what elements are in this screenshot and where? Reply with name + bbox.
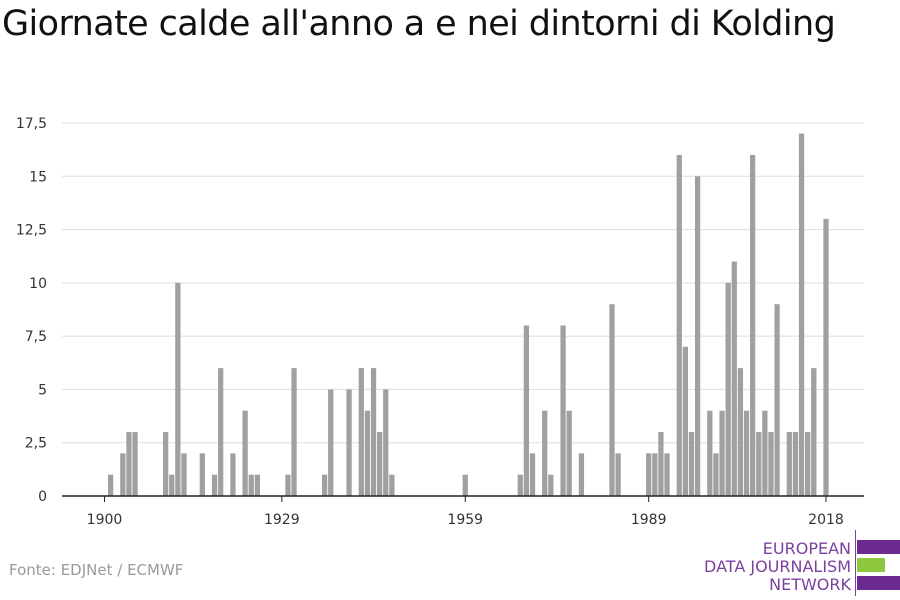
bar-1911 bbox=[169, 474, 175, 496]
logo-bar-purple-top bbox=[857, 540, 900, 554]
bar-1930 bbox=[285, 474, 291, 496]
source-note: Fonte: EDJNet / ECMWF bbox=[9, 561, 184, 579]
x-tick-label: 1989 bbox=[631, 512, 667, 528]
bar-2009 bbox=[768, 432, 774, 496]
bar-1978 bbox=[578, 453, 585, 496]
bar-2014 bbox=[798, 133, 805, 496]
bar-1910 bbox=[163, 432, 169, 496]
bar-1924 bbox=[248, 474, 254, 496]
bar-1943 bbox=[364, 410, 371, 496]
x-tick-label: 2018 bbox=[808, 512, 844, 528]
bar-2018 bbox=[823, 218, 829, 496]
bar-1959 bbox=[462, 474, 468, 496]
bar-1995 bbox=[682, 346, 688, 496]
bar-2016 bbox=[811, 368, 817, 496]
bar-1947 bbox=[389, 474, 395, 496]
bar-1976 bbox=[566, 410, 572, 496]
bar-1996 bbox=[688, 432, 695, 496]
bar-2001 bbox=[719, 410, 725, 496]
logo-rule bbox=[855, 530, 856, 596]
bar-2000 bbox=[713, 453, 719, 496]
bar-1991 bbox=[658, 432, 664, 496]
bar-1913 bbox=[181, 453, 187, 496]
y-tick-label: 2,5 bbox=[25, 436, 47, 452]
x-axis bbox=[62, 495, 864, 502]
bar-2005 bbox=[743, 410, 750, 496]
bar-1901 bbox=[107, 474, 114, 496]
bar-1919 bbox=[218, 368, 224, 496]
grid-lines bbox=[62, 122, 864, 444]
bar-1969 bbox=[523, 325, 530, 496]
logo-text-line-3: NETWORK bbox=[769, 575, 851, 594]
y-tick-label: 0 bbox=[38, 489, 47, 505]
bar-1945 bbox=[377, 432, 383, 496]
y-tick-label: 12,5 bbox=[16, 223, 47, 239]
bar-2012 bbox=[786, 432, 792, 496]
bar-1936 bbox=[321, 474, 328, 496]
bar-1992 bbox=[664, 453, 670, 496]
bar-1990 bbox=[652, 453, 658, 496]
logo-text-line-2: DATA JOURNALISM bbox=[704, 557, 851, 576]
bar-1937 bbox=[328, 389, 334, 496]
bar-2004 bbox=[737, 368, 744, 496]
bar-1923 bbox=[242, 410, 248, 496]
bar-1925 bbox=[254, 474, 260, 496]
x-tick-label: 1929 bbox=[264, 512, 300, 528]
y-tick-label: 17,5 bbox=[16, 116, 47, 132]
bar-1994 bbox=[676, 154, 682, 496]
bar-1940 bbox=[346, 389, 352, 496]
y-tick-label: 5 bbox=[38, 382, 47, 398]
bar-1944 bbox=[370, 368, 377, 496]
bar-1975 bbox=[560, 325, 566, 496]
bar-1946 bbox=[383, 389, 389, 496]
logo-text-line-1: EUROPEAN bbox=[762, 539, 851, 558]
x-tick-label: 1959 bbox=[447, 512, 483, 528]
bar-2015 bbox=[805, 432, 811, 496]
bar-2007 bbox=[756, 432, 762, 496]
x-tick-label: 1900 bbox=[87, 512, 123, 528]
bar-2003 bbox=[731, 261, 737, 496]
bar-1972 bbox=[542, 410, 548, 496]
bar-1905 bbox=[132, 432, 138, 496]
bar-1916 bbox=[199, 453, 205, 496]
bar-1918 bbox=[211, 474, 218, 496]
y-tick-label: 10 bbox=[29, 276, 47, 292]
chart-title: Giornate calde all'anno a e nei dintorni… bbox=[2, 4, 836, 44]
bar-1942 bbox=[358, 368, 364, 496]
bar-1970 bbox=[529, 453, 536, 496]
bar-1983 bbox=[609, 304, 615, 496]
bar-1999 bbox=[707, 410, 713, 496]
bar-1921 bbox=[230, 453, 236, 496]
bar-2002 bbox=[725, 282, 731, 496]
bar-1968 bbox=[517, 474, 523, 496]
bar-2010 bbox=[774, 304, 780, 496]
y-axis-tick-labels: 0 2,5 5 7,5 10 12,5 15 17,5 bbox=[16, 116, 47, 505]
bars bbox=[107, 133, 829, 497]
logo-bar-green bbox=[857, 558, 885, 572]
x-axis-tick-labels: 1900 1929 1959 1989 2018 bbox=[87, 512, 844, 528]
y-tick-label: 15 bbox=[29, 169, 47, 185]
logo-bar-purple-bottom bbox=[857, 576, 900, 590]
bar-1931 bbox=[291, 368, 297, 496]
bar-1997 bbox=[694, 176, 701, 497]
bar-1989 bbox=[646, 453, 652, 496]
bar-1984 bbox=[615, 453, 621, 496]
bar-1912 bbox=[175, 282, 181, 496]
bar-2013 bbox=[792, 432, 799, 496]
edjnet-logo: EUROPEAN DATA JOURNALISM NETWORK bbox=[700, 530, 900, 596]
bar-1904 bbox=[126, 432, 132, 496]
bar-2008 bbox=[762, 410, 768, 496]
bar-1973 bbox=[548, 474, 554, 496]
bar-1903 bbox=[120, 453, 126, 496]
y-tick-label: 7,5 bbox=[25, 329, 47, 345]
bar-2006 bbox=[750, 154, 756, 496]
